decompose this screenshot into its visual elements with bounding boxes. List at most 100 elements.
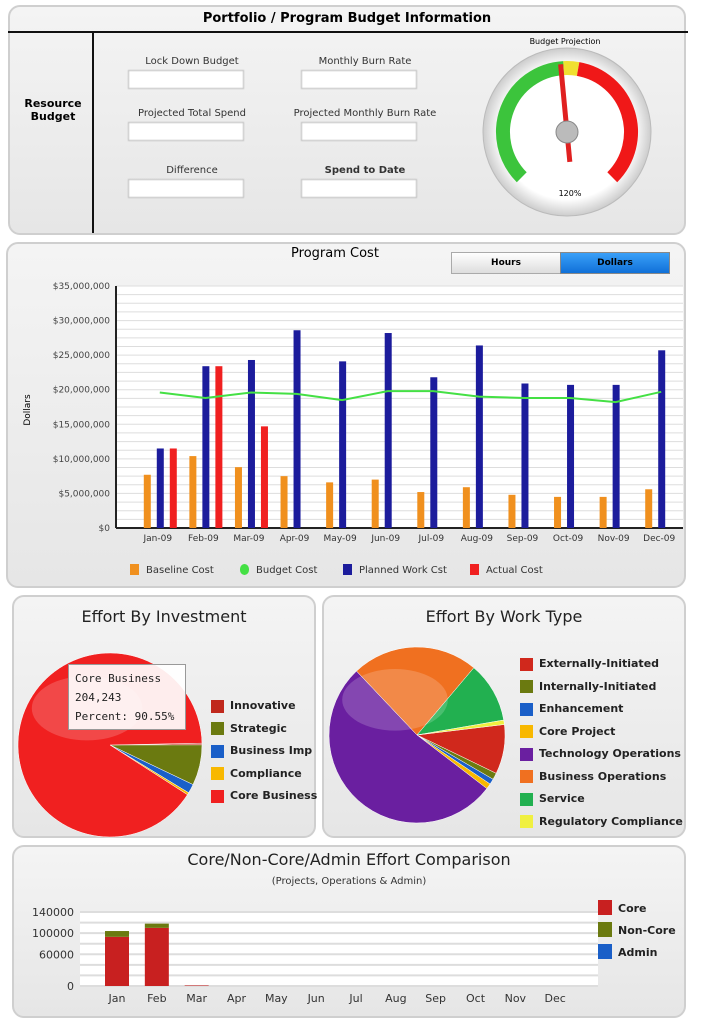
legend-swatch (520, 770, 533, 783)
legend-item: Internally-Initiated (520, 680, 656, 693)
bar-core (105, 936, 129, 986)
y-tick-label: $35,000,000 (53, 282, 111, 292)
y-tick-label: $0 (99, 524, 111, 534)
field-label: Projected Total Spend (138, 108, 246, 119)
legend-swatch (211, 744, 224, 758)
pie-slice-business-operations[interactable] (356, 646, 475, 736)
x-tick-label: Jun-09 (370, 534, 400, 544)
legend-label: Externally-Initiated (539, 657, 660, 670)
legend-swatch (470, 564, 479, 575)
gauge-band (563, 61, 580, 76)
legend-item: Compliance (211, 767, 302, 780)
x-tick-label: Jul-09 (418, 534, 445, 544)
legend-label: Core Business (230, 789, 318, 802)
legend-label: Baseline Cost (146, 565, 214, 576)
pie-slice-technology-operations[interactable] (328, 670, 488, 824)
legend-label: Budget Cost (256, 565, 317, 576)
legend-swatch (520, 725, 533, 738)
x-tick-label: Jan (108, 992, 126, 1005)
field-label: Spend to Date (324, 165, 406, 176)
x-tick-label: Feb-09 (188, 534, 219, 544)
effort-comparison-subtitle: (Projects, Operations & Admin) (271, 876, 427, 887)
y-tick-label: $15,000,000 (53, 420, 111, 430)
gauge-band (496, 61, 565, 183)
legend-swatch (240, 564, 249, 575)
divider (92, 33, 94, 233)
legend-label: Technology Operations (539, 747, 681, 760)
x-tick-label: Aug-09 (461, 534, 494, 544)
field-label: Monthly Burn Rate (318, 56, 412, 67)
bar-non-core (105, 931, 129, 937)
legend-swatch (211, 699, 224, 713)
legend-label: Strategic (230, 721, 287, 735)
x-tick-label: Dec (545, 992, 566, 1005)
legend-swatch (520, 657, 533, 671)
x-tick-label: Jun (307, 992, 325, 1005)
legend-label: Planned Work Cst (359, 565, 447, 576)
x-tick-label: Apr (227, 992, 247, 1005)
legend-swatch (598, 922, 612, 937)
tooltip-percent-label: Percent: (75, 710, 128, 723)
bar-baseline-cost (645, 489, 653, 528)
legend-label: Innovative (230, 699, 296, 712)
tooltip-name: Core Business (75, 672, 162, 685)
line-budget-cost (159, 390, 662, 404)
legend-item: Regulatory Compliance (520, 815, 683, 828)
gauge-value: 120% (558, 189, 582, 198)
bar-baseline-cost (189, 456, 197, 528)
y-tick-label: 0 (67, 980, 74, 993)
tooltip-percent: 90.55% (134, 710, 175, 723)
pie-slice-regulatory-compliance[interactable] (416, 719, 505, 736)
x-tick-label: Mar (186, 992, 207, 1005)
legend-swatch (211, 767, 224, 780)
legend-label: Core (618, 902, 647, 915)
field-label: Lock Down Budget (145, 56, 239, 67)
field-label: Difference (166, 165, 218, 176)
bar-non-core (144, 923, 169, 928)
field-value (128, 70, 244, 89)
y-tick-label: $30,000,000 (53, 317, 111, 327)
bar-baseline-cost (280, 476, 288, 528)
x-tick-label: Aug (385, 992, 406, 1005)
bar-planned-work-cst (293, 330, 301, 528)
legend-swatch (211, 722, 224, 735)
x-tick-label: May-09 (324, 534, 357, 544)
bar-planned-work-cst (567, 384, 575, 528)
bar-baseline-cost (417, 492, 425, 528)
bar-actual-cost (215, 366, 223, 528)
legend-item: Core Business (211, 789, 317, 803)
bar-baseline-cost (462, 487, 470, 528)
legend-item: Business Imp (211, 744, 312, 758)
x-tick-label: Jan-09 (143, 534, 173, 544)
legend-item: Business Operations (520, 770, 666, 783)
legend-swatch (520, 680, 533, 693)
x-tick-label: Oct-09 (553, 534, 584, 544)
bar-planned-work-cst (202, 366, 210, 528)
legend-label: Business Imp (230, 744, 313, 757)
y-tick-label: 60000 (39, 948, 74, 961)
legend-swatch (520, 792, 533, 806)
legend-label: Enhancement (539, 702, 624, 715)
x-tick-label: Apr-09 (280, 534, 310, 544)
y-tick-label: $25,000,000 (53, 351, 111, 361)
y-tick-label: $5,000,000 (58, 489, 110, 499)
legend-swatch (598, 900, 612, 915)
bar-baseline-cost (599, 496, 607, 528)
pie-gloss (342, 669, 448, 731)
legend-swatch (343, 564, 352, 575)
pie-tooltip: Core Business 204,243 Percent: 90.55% (68, 664, 186, 730)
bar-planned-work-cst (247, 359, 255, 528)
program-cost-chart: $0 $5,000,000 $10,000,000 $15,000,000 $20,00… (23, 282, 683, 576)
program-cost-title: Program Cost (291, 246, 379, 261)
legend-swatch (520, 702, 533, 716)
dollars-toggle[interactable]: Dollars (560, 252, 670, 274)
bar-planned-work-cst (475, 345, 483, 528)
x-tick-label: Jul (348, 992, 362, 1005)
x-tick-label: Mar-09 (233, 534, 264, 544)
x-tick-label: Nov (505, 992, 527, 1005)
y-tick-label: 140000 (32, 906, 74, 919)
field-value (301, 70, 417, 89)
bar-core (184, 985, 209, 986)
legend-label: Core Project (539, 724, 616, 738)
bar-baseline-cost (508, 494, 516, 528)
